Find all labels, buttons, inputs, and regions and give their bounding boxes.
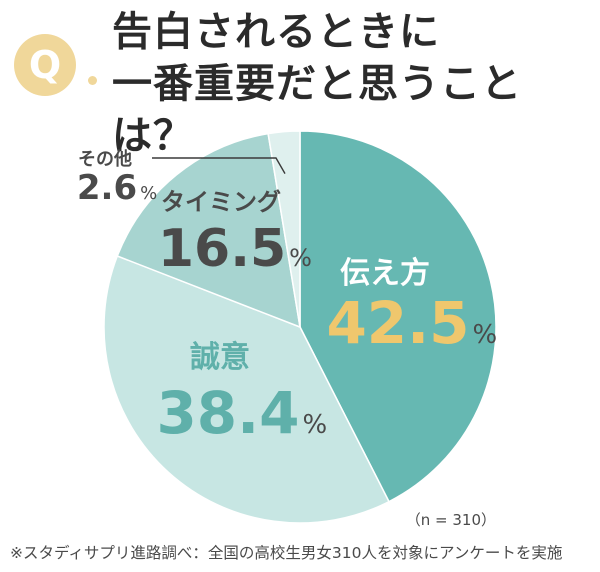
q-badge-icon: Q <box>14 34 76 96</box>
slice-value: 42.5 <box>326 289 469 357</box>
title-line-2: 一番重要だと思うことは？ <box>112 61 522 159</box>
slice-label: 誠意 <box>190 340 250 375</box>
pie-slice-2 <box>103 255 390 524</box>
percent-unit: % <box>303 410 328 440</box>
slice-label: 伝え方 <box>340 256 430 291</box>
q-dot-icon <box>88 76 97 85</box>
slice-value: 38.4 <box>156 379 299 447</box>
pie-slice-4 <box>267 130 301 328</box>
leader-line-other <box>152 157 286 174</box>
source-note: ※スタディサプリ進路調べ：全国の高校生男女310人を対象にアンケートを実施 <box>10 544 563 562</box>
percent-unit: % <box>473 320 498 350</box>
title-line-1: 告白されるときに <box>112 9 440 55</box>
percent-unit: % <box>289 244 312 272</box>
slice-value: 2.6 <box>77 168 137 208</box>
pie-slice-1 <box>299 130 497 503</box>
slice-label: タイミング <box>161 188 281 216</box>
sample-size-note: （n = 310） <box>405 511 496 529</box>
slice-value: 16.5 <box>158 219 286 279</box>
slice-label: その他 <box>78 148 132 170</box>
pie-slice-3 <box>116 132 301 329</box>
percent-unit: % <box>140 183 157 204</box>
chart-title: 告白されるときに 一番重要だと思うことは？ <box>112 6 600 162</box>
